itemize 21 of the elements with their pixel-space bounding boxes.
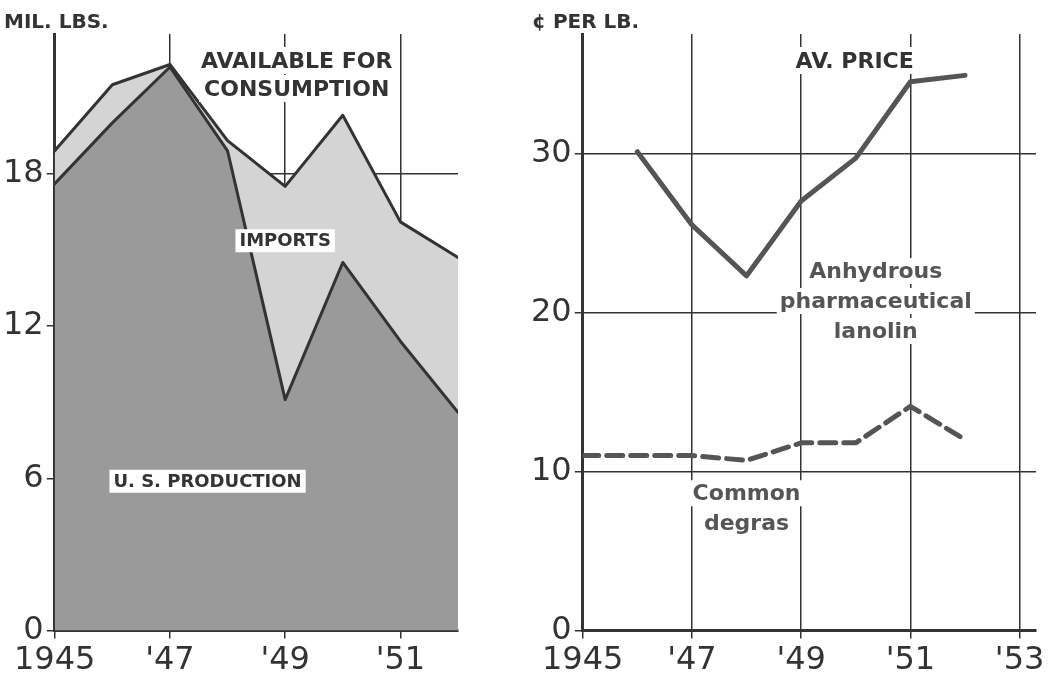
y-tick-label: 12 xyxy=(3,304,44,343)
y-tick-label: 10 xyxy=(531,449,572,488)
text: AV. PRICE xyxy=(795,48,914,73)
y-tick-label: 20 xyxy=(531,290,572,329)
series-label: Anhydrous pharmaceutical lanolin xyxy=(779,258,972,344)
y-tick-label: 18 xyxy=(3,151,44,190)
y-tick-label: 30 xyxy=(531,131,572,170)
x-tick-label: '49 xyxy=(776,639,826,678)
x-tick-label: '49 xyxy=(260,639,310,678)
x-tick-label: '47 xyxy=(145,639,195,678)
x-tick-label: '47 xyxy=(667,639,717,678)
y-tick-label: 6 xyxy=(23,456,44,495)
y-axis-title: ¢ PER LB. xyxy=(532,9,640,33)
series-label: U. S. PRODUCTION xyxy=(113,469,302,491)
x-tick-label: '51 xyxy=(375,639,426,678)
y-axis-title: MIL. LBS. xyxy=(4,9,109,33)
series-label: Common degras xyxy=(692,480,801,536)
x-tick-label: '51 xyxy=(885,639,936,678)
series-label: IMPORTS xyxy=(239,229,331,251)
text: AVAILABLE FOR CONSUMPTION xyxy=(200,48,393,101)
x-tick-label: '53 xyxy=(994,639,1045,678)
